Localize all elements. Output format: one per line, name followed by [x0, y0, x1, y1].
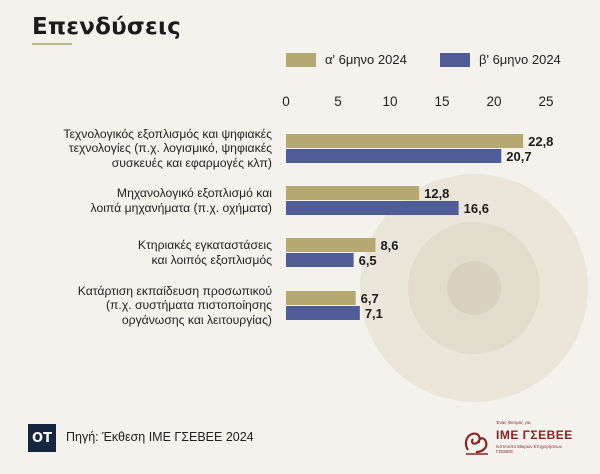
bar-value-label: 7,1 [365, 306, 383, 321]
bar-value-label: 22,8 [528, 134, 553, 149]
bar-value-label: 8,6 [380, 238, 398, 253]
decorative-circle-inner [447, 261, 501, 315]
title-underline [32, 43, 72, 45]
bar-value-label: 12,8 [424, 186, 449, 201]
bar-h1 [286, 291, 356, 305]
source-text: Πηγή: Έκθεση ΙΜΕ ΓΣΕΒΕΕ 2024 [66, 430, 254, 444]
category-label: Κτηριακές εγκαταστάσεις και λοιπός εξοπλι… [138, 238, 272, 267]
category-label-line: Κατάρτιση εκπαίδευση προσωπικού [77, 283, 272, 298]
bar-value-label: 6,7 [361, 291, 379, 306]
bar-h1 [286, 134, 524, 148]
bar-value-label: 20,7 [506, 149, 531, 164]
category-label-line: και λοιπός εξοπλισμός [151, 252, 273, 267]
brand-tagline: Ένας Θεσμός για [496, 420, 531, 425]
bar-h2 [286, 149, 502, 163]
x-tick-label: 25 [538, 94, 553, 109]
bar-value-label: 16,6 [464, 201, 489, 216]
x-tick-label: 10 [382, 94, 397, 109]
category-label: Μηχανολογικό εξοπλισμό και λοιπά μηχανήμα… [91, 186, 272, 215]
legend-swatch-h2 [440, 52, 470, 67]
legend-item-h1: α' 6μηνο 2024 [286, 52, 407, 67]
bar-h2 [286, 306, 360, 320]
legend-label-h2: β' 6μηνο 2024 [479, 52, 561, 67]
bar-h2 [286, 201, 459, 215]
category-label-line: Μηχανολογικό εξοπλισμό και [116, 186, 272, 201]
category-label-line: Τεχνολογικός εξοπλισμός και ψηφιακές [63, 126, 272, 141]
bar-h2 [286, 253, 354, 267]
category-label-line: Κτηριακές εγκαταστάσεις [137, 238, 272, 253]
category-label-line: (π.χ. συστήματα πιστοποίησης [105, 298, 272, 313]
category-label-line: οργάνωσης και λειτουργίας) [121, 312, 272, 327]
brand-name: ΙΜΕ ΓΣΕΒΕΕ [496, 428, 573, 442]
legend-item-h2: β' 6μηνο 2024 [440, 52, 561, 67]
x-tick-label: 0 [282, 94, 290, 109]
category-label-line: τεχνολογίες (π.χ. λογισμικό, ψηφιακές [68, 141, 272, 156]
x-tick-label: 5 [334, 94, 342, 109]
bar-value-label: 6,5 [359, 253, 377, 268]
legend-swatch-h1 [286, 52, 316, 67]
category-label: Κατάρτιση εκπαίδευση προσωπικού (π.χ. συσ… [78, 284, 272, 327]
x-tick-label: 20 [486, 94, 501, 109]
brand-subtitle: Ινστιτούτο Μικρών Επιχειρήσεων ΓΣΕΒΕΕ [496, 444, 562, 454]
bar-h1 [286, 186, 420, 200]
category-label: Τεχνολογικός εξοπλισμός και ψηφιακές τεχν… [63, 127, 272, 170]
legend-label-h1: α' 6μηνο 2024 [325, 52, 407, 67]
x-tick-label: 15 [434, 94, 449, 109]
category-label-line: λοιπά μηχανήματα (π.χ. οχήματα) [90, 200, 272, 215]
ot-logo: OT [28, 424, 56, 452]
brand-emblem-icon [464, 432, 488, 455]
ime-gsevee-logo: Ένας Θεσμός για ΙΜΕ ΓΣΕΒΕΕ Ινστιτούτο Μι… [462, 420, 582, 460]
chart-title: Επενδύσεις [32, 14, 182, 40]
category-label-line: συσκευές και εφαρμογές κλπ) [111, 155, 272, 170]
bar-h1 [286, 238, 376, 252]
